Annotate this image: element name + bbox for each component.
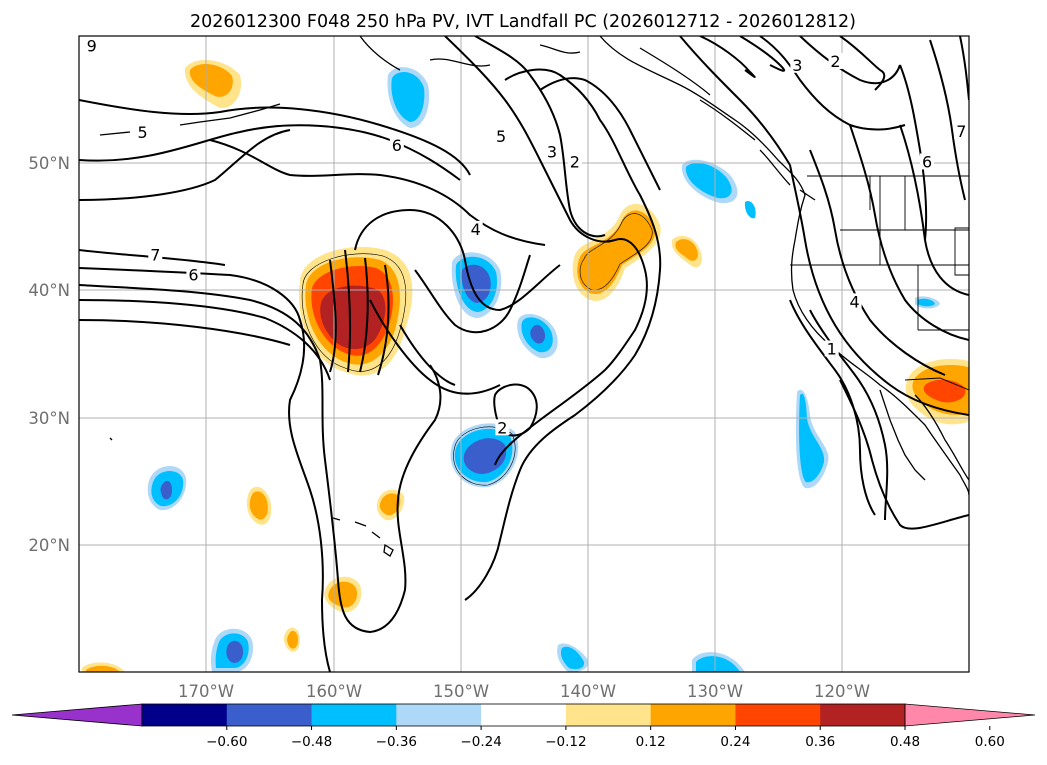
colorbar-tick-label: 0.48 [890,734,920,750]
contour-label: 7 [150,245,160,264]
negative-anomaly-small-a [557,643,589,672]
contour-label: 2 [570,152,580,171]
contour-label-bg [84,37,99,54]
colorbar: −0.60 −0.48 −0.36 −0.24 −0.12 0.12 0.24 0.36 0.4… [11,703,1036,750]
contour-label-bg [495,419,510,436]
colorbar-segment [565,704,652,726]
colorbar-tick-label: −0.24 [460,734,501,750]
longitude-labels: 170°W 160°W 150°W 140°W 130°W 120°W [178,682,870,701]
contour-label: 3 [547,142,557,161]
contour-label: 2 [830,52,840,71]
lon-label-170w: 170°W [178,682,234,701]
country-borders [790,175,969,391]
colorbar-tick-label: 0.12 [636,734,666,750]
contour-label-bg [790,56,805,73]
colorbar-segment [142,704,228,726]
pv-anomaly-shading [82,59,969,672]
negative-anomaly-east-pacific-2 [517,314,558,359]
colorbar-tick-label: −0.12 [545,734,586,750]
positive-anomaly-small-1 [671,235,702,268]
negative-anomaly-south [211,628,254,672]
contour-label-bg [186,266,201,283]
lon-label-150w: 150°W [433,682,489,701]
coastlines [99,36,969,557]
positive-anomaly-southwest [905,358,969,425]
contour-label-bg [567,153,582,170]
colorbar-segment [650,704,736,726]
negative-anomaly-offshore [795,389,829,489]
contour-label-bg [494,128,509,145]
contour-label-bg [847,293,862,310]
colorbar-segment [311,704,397,726]
lon-label-160w: 160°W [306,682,362,701]
positive-anomaly-central-pacific [299,246,413,376]
negative-anomaly-west [147,466,187,511]
colorbar-segment [735,704,821,726]
colorbar-frame [141,703,906,727]
contour-label: 1 [827,339,837,358]
contour-label: 5 [496,127,506,146]
colorbar-tick-label: −0.60 [206,734,247,750]
contour-label: 2 [497,418,507,437]
contour-label: 4 [849,292,859,311]
colorbar-segment [396,704,482,726]
positive-anomaly-sw-corner [82,662,125,672]
contour-label: 4 [471,220,481,239]
positive-anomaly-small-5 [246,486,272,525]
colorbar-extend-min [11,703,143,727]
positive-anomaly-small-2 [184,59,242,109]
colorbar-tick-label: 0.36 [805,734,835,750]
colorbar-extend-max [904,703,1036,727]
contour-label-bg [468,220,483,237]
contour-label-bg [824,340,839,357]
contour-label: 6 [188,266,198,285]
contour-label-bg [389,136,404,153]
lon-label-140w: 140°W [560,682,616,701]
colorbar-segment [226,704,313,726]
negative-anomaly-north [387,67,430,128]
colorbar-segment [820,704,906,726]
lat-label-40: 40°N [28,281,70,300]
contour-label-bg [135,124,150,141]
figure-title: 2026012300 F048 250 hPa PV, IVT Landfall… [190,12,856,32]
contour-label-bg [920,153,935,170]
positive-anomaly-small-6 [283,627,300,652]
negative-anomaly-small-c [915,296,940,309]
negative-anomaly-subtropical [450,423,519,488]
colorbar-tick-label: −0.48 [291,734,332,750]
colorbar-segment [481,704,567,726]
contour-label: 5 [137,123,147,142]
contour-label-bg [148,246,163,263]
positive-anomaly-northeast-pacific [572,203,661,301]
colorbar-tick-label: 0.24 [720,734,750,750]
contour-label: 7 [956,122,966,141]
colorbar-tick-label: −0.36 [376,734,417,750]
colorbar-tick-label: 0.60 [975,734,1005,750]
contour-label-bg [828,52,843,69]
negative-anomaly-east-pacific [451,252,502,318]
latitude-labels: 50°N 40°N 30°N 20°N [28,154,70,555]
pv-contours [79,36,969,672]
contour-label: 6 [392,136,402,155]
contour-label-bg [544,143,559,160]
lat-label-30: 30°N [28,409,70,428]
lat-label-20: 20°N [28,536,70,555]
contour-label: 9 [87,37,97,56]
negative-anomaly-small-b [692,652,745,672]
positive-anomaly-small-4 [376,489,405,521]
contour-label-bg [954,122,969,139]
lon-label-130w: 130°W [687,682,743,701]
contour-label: 6 [922,152,932,171]
map-frame [78,35,970,673]
contour-label: 3 [792,56,802,75]
lat-label-50: 50°N [28,154,70,173]
lon-label-120w: 120°W [814,682,870,701]
negative-anomaly-gulf-alaska [681,159,756,219]
